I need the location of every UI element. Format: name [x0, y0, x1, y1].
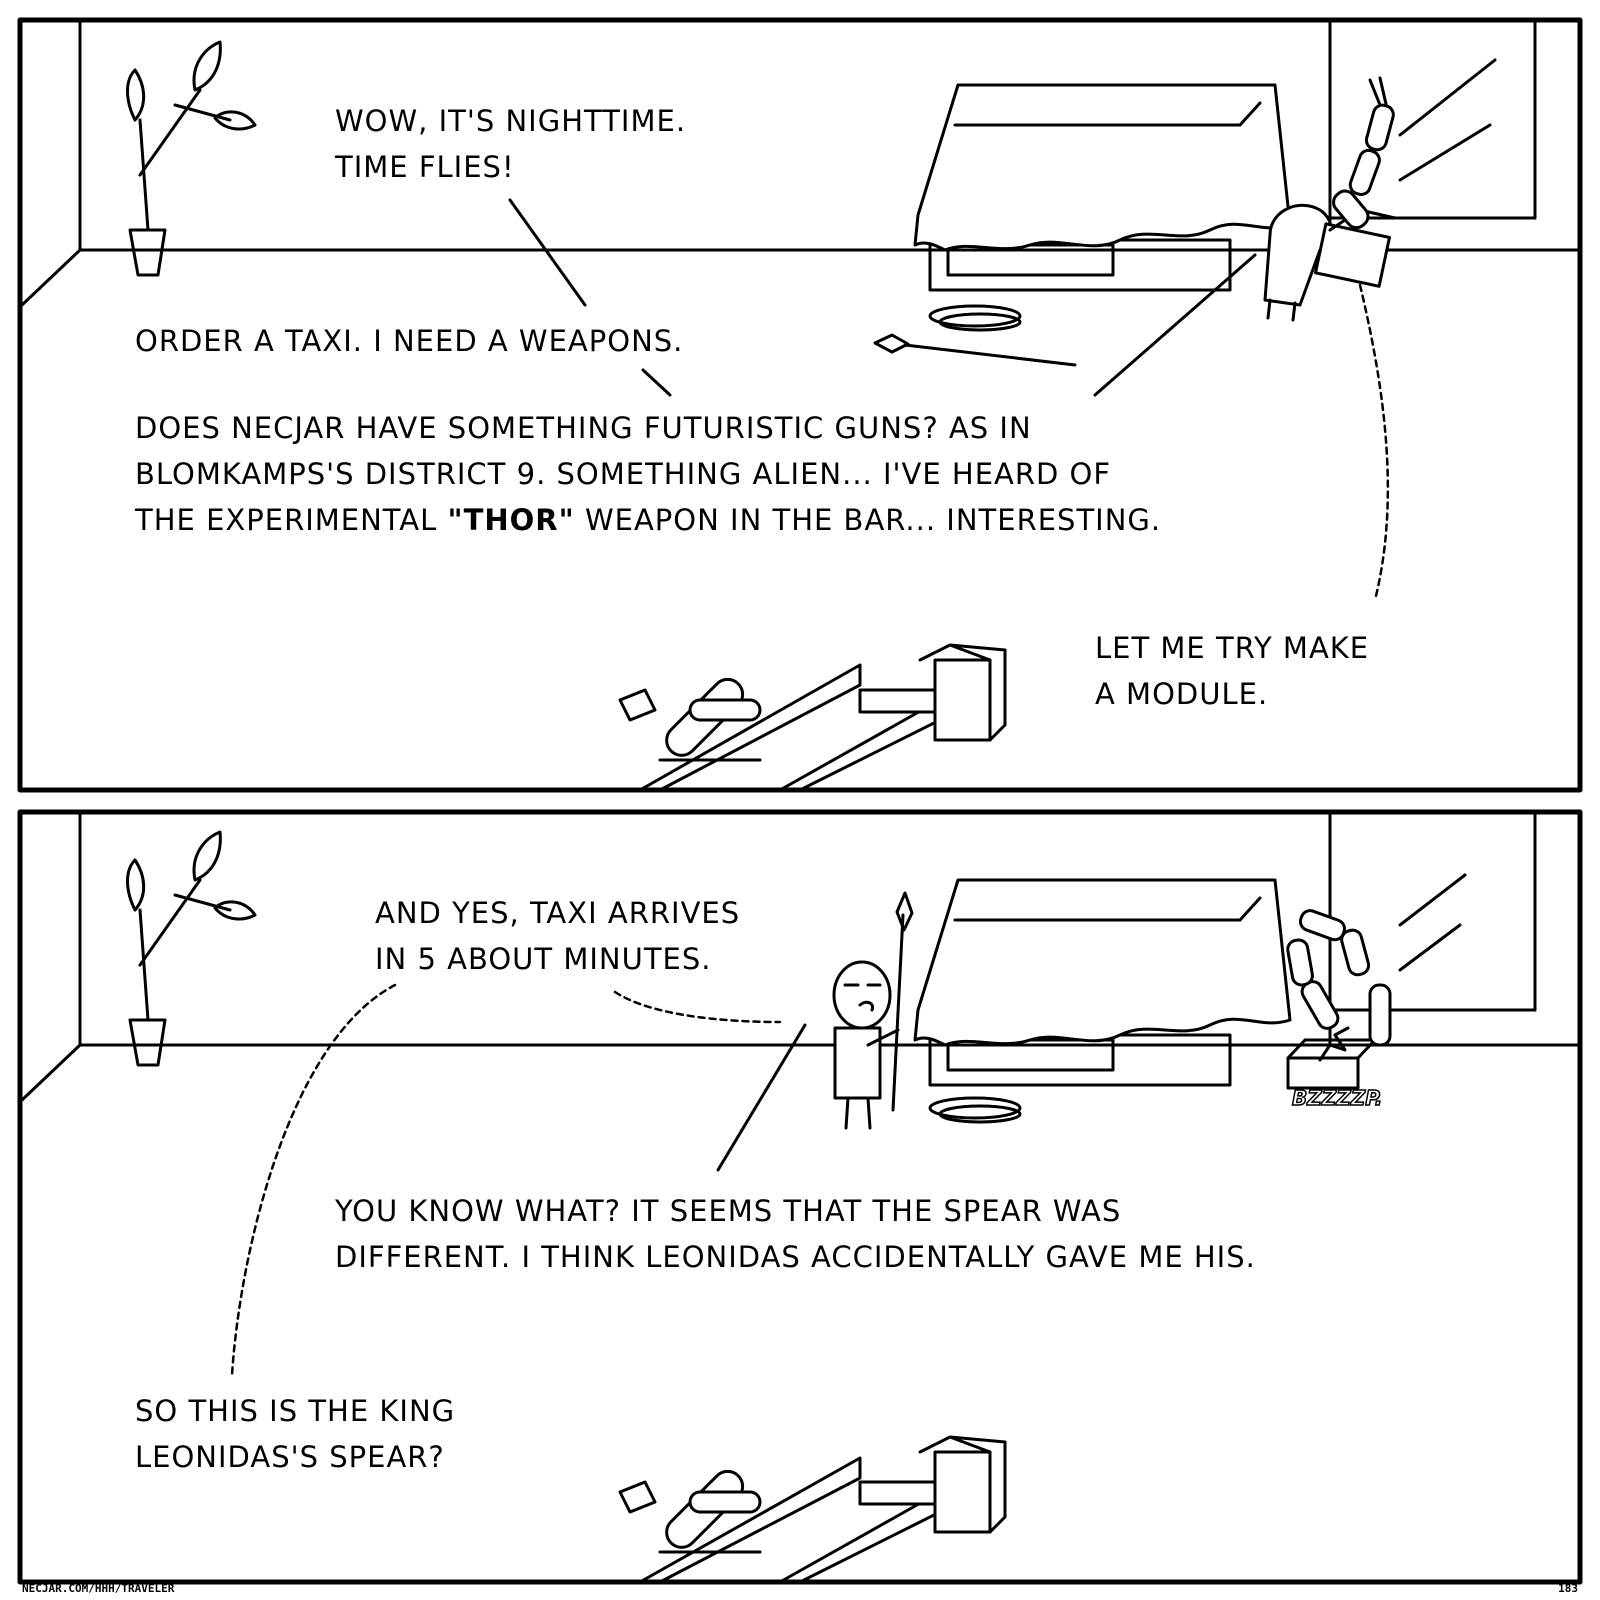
table-with-cloth [913, 878, 1292, 1124]
window [1328, 812, 1537, 1012]
robot-arm [1263, 76, 1397, 322]
footer-url[interactable]: NECJAR.COM/HHH/TRAVELER [22, 1582, 175, 1595]
caption-futuristic-guns-part2: weapon in the bar... Interesting. [574, 503, 1162, 537]
caption-spear-different: You know what? It seems that the spear w… [335, 1194, 1256, 1274]
page-number: 183 [1558, 1582, 1578, 1595]
spear-on-floor [873, 304, 1077, 367]
potted-plant [126, 830, 257, 1067]
caption-futuristic-guns-part1: Does Necjar have something futuristic gu… [135, 411, 1112, 537]
workbench-machine [618, 1435, 1007, 1584]
character-with-spear [832, 891, 914, 1130]
caption-make-module: Let me try make a module. [1095, 631, 1370, 711]
panel-2 [17, 809, 1583, 1585]
workbench-machine [618, 643, 1007, 792]
potted-plant [126, 40, 257, 277]
robot-arm [1286, 909, 1392, 1090]
caption-futuristic-guns: Does Necjar have something futuristic gu… [135, 405, 1161, 543]
thor-highlight: "THOR" [447, 503, 575, 537]
caption-nighttime: Wow, it's nighttime. Time flies! [335, 104, 687, 184]
caption-king-leonidas-spear: So this is the King Leonidas's spear? [135, 1394, 456, 1474]
table-with-cloth [913, 83, 1292, 292]
sound-effect-bzzzzp: BZZZZP. [1291, 1085, 1383, 1111]
caption-taxi-arrives: And yes, taxi arrives in 5 about minutes… [375, 896, 741, 976]
panel-1 [17, 17, 1583, 793]
caption-order-taxi: Order a taxi. I need a weapons. [135, 324, 684, 358]
